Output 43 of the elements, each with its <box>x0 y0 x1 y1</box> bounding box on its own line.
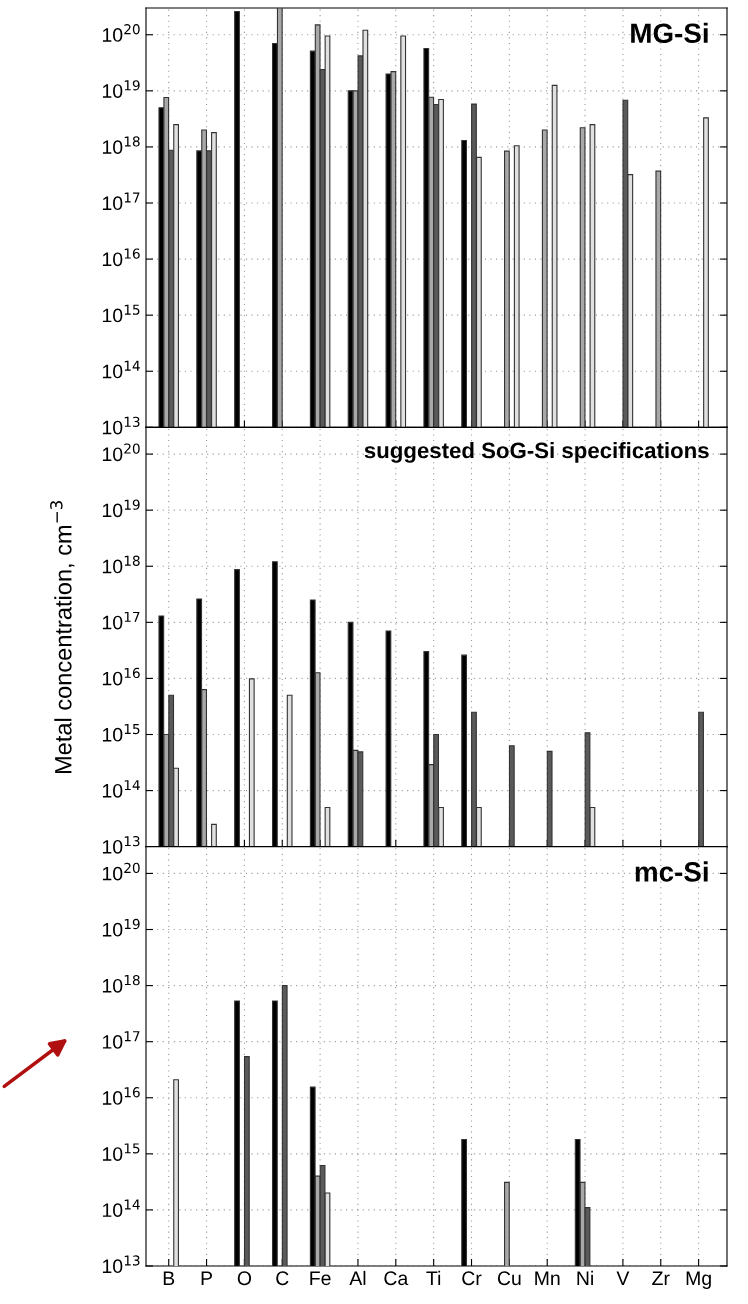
y-tick-label: 10$^{13}$ <box>102 416 140 435</box>
x-tick-label: Ca <box>384 1271 409 1286</box>
text: suggested SoG-Si specifications <box>364 442 709 463</box>
y-tick-label: 10$^{13}$ <box>102 836 140 854</box>
y-tick-label: 10$^{15}$ <box>102 724 140 742</box>
y-tick-label: 10$^{17}$ <box>102 611 140 630</box>
x-tick-label: V <box>616 1271 630 1285</box>
x-tick-label: Ni <box>577 1270 593 1285</box>
y-axis-title: Metal concentration, cm$^{−3}$ <box>50 501 75 774</box>
x-tick-label: Ti <box>426 1270 441 1285</box>
chart-title: mc-Si <box>635 861 708 882</box>
x-tick-label: C <box>276 1271 289 1286</box>
x-tick-label: B <box>163 1271 175 1285</box>
y-tick-label: 10$^{20}$ <box>102 862 140 881</box>
y-tick-label: 10$^{18}$ <box>102 974 140 993</box>
y-tick-label: 10$^{16}$ <box>102 248 140 267</box>
y-tick-label: 10$^{20}$ <box>102 24 140 42</box>
y-tick-label: 10$^{14}$ <box>102 1199 140 1218</box>
y-tick-label: 10$^{19}$ <box>102 499 140 518</box>
y-tick-label: 10$^{15}$ <box>102 1143 140 1161</box>
y-tick-label: 10$^{13}$ <box>102 1255 140 1274</box>
y-tick-label: 10$^{16}$ <box>102 1087 140 1105</box>
x-tick-label: O <box>237 1271 252 1286</box>
y-tick-label: 10$^{17}$ <box>102 1031 140 1049</box>
y-tick-label: 10$^{14}$ <box>102 360 140 379</box>
y-tick-label: 10$^{18}$ <box>102 136 140 155</box>
y-tick-label: 10$^{14}$ <box>102 780 140 798</box>
y-tick-label: 10$^{19}$ <box>102 918 140 937</box>
x-tick-label: P <box>201 1271 213 1285</box>
x-tick-label: Mg <box>686 1271 711 1289</box>
y-tick-label: 10$^{19}$ <box>102 80 140 98</box>
x-tick-label: Zr <box>652 1271 670 1285</box>
y-tick-label: 10$^{18}$ <box>102 555 140 574</box>
x-tick-label: Mn <box>535 1271 560 1285</box>
x-tick-label: Cu <box>497 1271 521 1286</box>
x-tick-label: Fe <box>310 1271 331 1286</box>
chart-title: MG-Si <box>631 22 708 44</box>
y-tick-label: 10$^{15}$ <box>102 304 140 323</box>
y-tick-label: 10$^{16}$ <box>102 667 140 686</box>
x-tick-label: Cr <box>462 1271 482 1286</box>
x-tick-label: Al <box>349 1270 366 1285</box>
y-tick-label: 10$^{17}$ <box>102 192 140 211</box>
y-tick-label: 10$^{20}$ <box>102 443 140 462</box>
